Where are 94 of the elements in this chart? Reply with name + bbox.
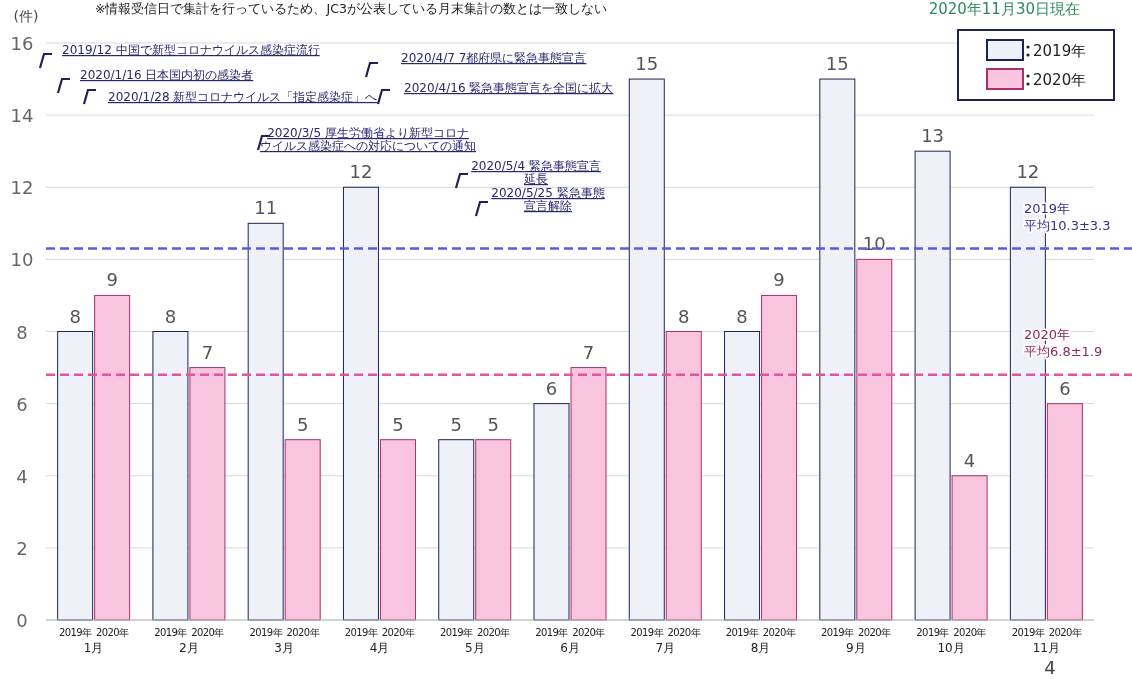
text: 2020年 <box>762 627 796 638</box>
text: 4 <box>1044 657 1056 678</box>
bar <box>152 331 189 621</box>
bar <box>951 475 988 621</box>
bar <box>819 78 856 621</box>
legend-label: 2019年 <box>1033 42 1087 60</box>
bar <box>57 331 94 621</box>
y-tick-label: 16 <box>10 33 34 54</box>
text: 2019年 <box>630 627 663 638</box>
y-tick-label: 12 <box>10 177 34 199</box>
text: 2020年 <box>286 627 319 638</box>
text: 2020年 <box>572 627 605 638</box>
text: 2019年 <box>249 627 282 638</box>
data-label: 7 <box>582 341 595 363</box>
y-tick-label: 14 <box>10 105 34 127</box>
text: 2020年 <box>858 627 891 638</box>
data-label: 6 <box>1059 377 1071 399</box>
data-label: 5 <box>450 413 462 435</box>
data-label: 10 <box>862 233 886 255</box>
legend-label: 2020年 <box>1033 71 1087 89</box>
text: 2019年 <box>58 627 92 638</box>
text: 2019年 <box>1011 627 1045 638</box>
bar <box>379 439 416 621</box>
bar <box>284 439 321 621</box>
x-tick-label: 2月 <box>179 641 199 655</box>
data-label: 5 <box>392 413 404 435</box>
x-tick-label: 5月 <box>464 641 485 655</box>
data-label: 12 <box>1016 161 1040 183</box>
data-label: 9 <box>773 269 785 291</box>
data-label: 9 <box>106 269 118 291</box>
text: 2019年 <box>725 627 759 638</box>
text: 2020年 <box>477 627 510 638</box>
data-label: 8 <box>678 305 690 327</box>
text: ※情報受信日で集計を行っているため、JC3が公表している月末集計の数とは一致しない <box>95 1 607 16</box>
x-tick-label: 9月 <box>846 641 866 655</box>
data-label: 8 <box>69 305 81 327</box>
y-axis-title: (件) <box>13 8 39 24</box>
annotation: 2019/12 中国で新型コロナウイルス感染症流行 <box>62 43 320 57</box>
chart-subtitle: 2020年11月30日現在 <box>928 0 1080 18</box>
text: 2019年 <box>154 627 187 638</box>
bar <box>570 367 607 621</box>
bar <box>189 367 226 621</box>
bar <box>724 331 761 621</box>
y-tick-label: 2 <box>16 537 28 559</box>
data-label: 8 <box>736 305 748 327</box>
data-label: 15 <box>825 53 849 75</box>
bar <box>94 294 131 621</box>
bar <box>665 331 702 621</box>
data-label: 5 <box>296 413 309 435</box>
bar <box>1046 403 1083 621</box>
x-tick-label: 6月 <box>560 641 580 655</box>
bar <box>342 186 379 621</box>
y-tick-label: 4 <box>16 465 28 487</box>
y-tick-label: 0 <box>16 610 28 631</box>
data-label: 4 <box>963 449 976 471</box>
data-label: 7 <box>201 341 214 363</box>
annotation: 2020/1/16 日本国内初の感染者 <box>80 68 254 82</box>
x-tick-label: 11月 <box>1032 641 1060 655</box>
bar <box>628 78 665 621</box>
x-tick-label: 10月 <box>937 641 965 655</box>
bar <box>761 294 798 621</box>
bar <box>533 403 570 621</box>
y-tick-label: 6 <box>16 393 28 415</box>
data-label: 12 <box>349 161 373 183</box>
text: 2019年 <box>440 627 473 638</box>
y-tick-label: 8 <box>16 321 28 343</box>
annotation: 2020/1/28 新型コロナウイルス「指定感染症」へ <box>108 90 378 104</box>
text: 2019年 <box>344 627 378 638</box>
text: 2020年 <box>1048 627 1082 638</box>
bar <box>914 150 951 621</box>
text: 2020年 <box>953 627 986 638</box>
x-tick-label: 1月 <box>83 641 104 655</box>
x-tick-label: 8月 <box>750 641 771 655</box>
data-label: 5 <box>487 413 499 435</box>
bar <box>475 439 512 621</box>
bar <box>856 258 893 621</box>
x-tick-label: 3月 <box>274 641 294 655</box>
data-label: 6 <box>545 377 558 399</box>
x-tick-label: 7月 <box>655 641 676 655</box>
data-label: 8 <box>164 305 177 327</box>
bar <box>247 222 284 621</box>
y-tick-label: 10 <box>10 249 34 271</box>
data-label: 11 <box>254 197 278 219</box>
text: 2020年 <box>95 627 129 638</box>
bar <box>438 439 475 621</box>
text: 2019年 <box>821 627 854 638</box>
text: 2019年 <box>535 627 568 638</box>
data-label: 15 <box>635 53 659 75</box>
text: 2019年 <box>916 627 949 638</box>
data-label: 13 <box>921 125 945 147</box>
x-tick-label: 4月 <box>369 641 390 655</box>
text: 2020年 <box>191 627 224 638</box>
text: 2020年 <box>667 627 700 638</box>
text: 2020年 <box>381 627 415 638</box>
